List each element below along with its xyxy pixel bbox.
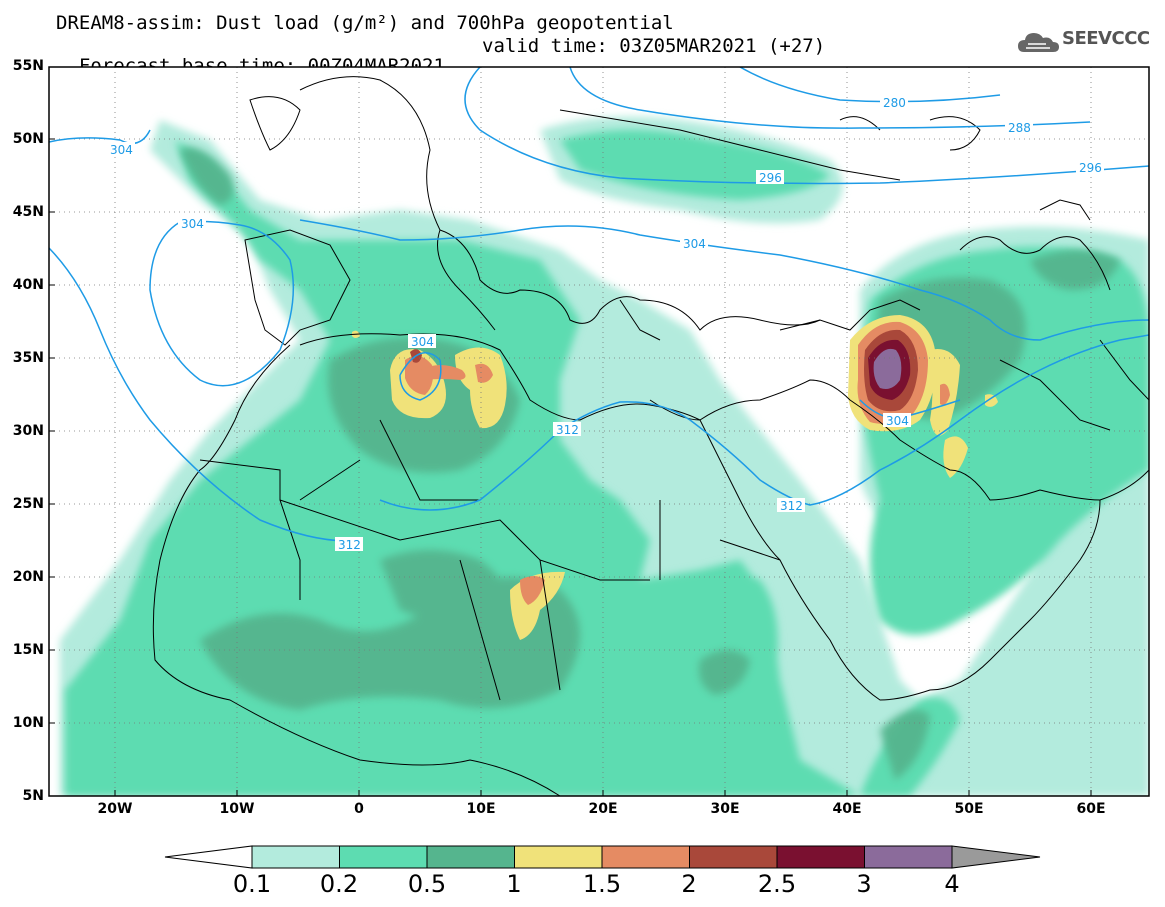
lat-label: 50N <box>12 131 44 147</box>
contour-label: 312 <box>338 538 361 552</box>
colorbar-swatch <box>864 845 953 869</box>
colorbar-label: 1.5 <box>582 870 622 898</box>
lon-label: 60E <box>1076 801 1106 817</box>
colorbar-label: 1 <box>506 870 522 898</box>
contour-label: 280 <box>883 96 906 110</box>
lat-label: 40N <box>12 277 44 293</box>
lon-label: 30E <box>710 801 740 817</box>
colorbar-label: 0.5 <box>407 870 447 898</box>
dust-field: 304 280 288 296 296 304 304 304 312 312 … <box>49 67 1149 796</box>
colorbar-swatch <box>689 845 778 869</box>
colorbar-label: 2.5 <box>757 870 797 898</box>
contour-label: 304 <box>181 217 204 231</box>
lat-label: 25N <box>12 496 44 512</box>
colorbar-swatch <box>251 845 340 869</box>
lon-label: 10E <box>466 801 496 817</box>
axis-ticks <box>49 66 1092 797</box>
contour-label: 296 <box>1079 161 1102 175</box>
lon-label: 20E <box>588 801 618 817</box>
graticule <box>49 67 1149 796</box>
lat-label: 15N <box>12 642 44 658</box>
contour-labels: 304 280 288 296 296 304 304 304 312 312 … <box>107 95 1104 552</box>
contour-label: 312 <box>780 499 803 513</box>
colorbar-label: 0.1 <box>232 870 272 898</box>
lat-label: 30N <box>12 423 44 439</box>
cloud-logo-icon <box>1018 33 1059 52</box>
lat-label: 20N <box>12 569 44 585</box>
contour-label: 296 <box>759 171 782 185</box>
contour-label: 288 <box>1008 121 1031 135</box>
contour-label: 312 <box>556 423 579 437</box>
lon-label: 50E <box>954 801 984 817</box>
colorbar-swatch <box>514 845 603 869</box>
map-title: DREAM8-assim: Dust load (g/m²) and 700hP… <box>56 12 674 34</box>
colorbar-swatch <box>776 845 865 869</box>
lat-label: 5N <box>22 788 44 804</box>
colorbar-label: 0.2 <box>319 870 359 898</box>
colorbar-swatch <box>339 845 428 869</box>
lat-label: 45N <box>12 204 44 220</box>
contour-label: 304 <box>110 143 133 157</box>
contour-label: 304 <box>886 414 909 428</box>
colorbar-swatch <box>601 845 690 869</box>
valid-time: valid time: 03Z05MAR2021 (+27) <box>482 35 826 57</box>
colorbar-swatch <box>951 845 1041 869</box>
contour-label: 304 <box>683 237 706 251</box>
logo-text: SEEVCCC <box>1062 28 1150 49</box>
lon-label: 0 <box>354 801 364 817</box>
coastlines <box>152 76 1149 796</box>
contour-label: 304 <box>411 335 434 349</box>
lon-label: 10W <box>219 801 255 817</box>
lat-label: 35N <box>12 350 44 366</box>
colorbar-label: 2 <box>681 870 697 898</box>
colorbar-swatch <box>164 845 253 869</box>
lon-label: 40E <box>832 801 862 817</box>
geopotential-contours <box>49 67 1149 542</box>
lat-label: 10N <box>12 715 44 731</box>
lon-label: 20W <box>97 801 133 817</box>
colorbar-label: 4 <box>944 870 960 898</box>
colorbar-swatch <box>426 845 515 869</box>
lat-label: 55N <box>12 58 44 74</box>
colorbar-label: 3 <box>856 870 872 898</box>
colorbar <box>164 845 1041 869</box>
